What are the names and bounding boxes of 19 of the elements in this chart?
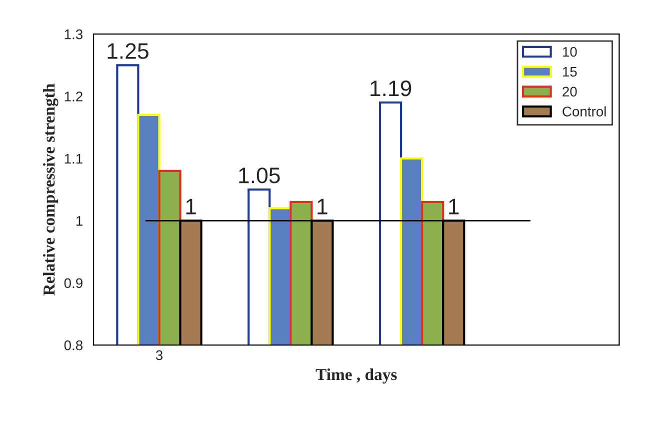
data-label: 1.05: [239, 168, 280, 184]
data-label: 1.25: [108, 43, 148, 59]
data-label: 1: [318, 198, 328, 214]
legend-label: Control: [562, 106, 606, 116]
data-label: 1: [186, 198, 196, 214]
x-axis-title: Time , days: [316, 368, 397, 384]
y-tick-label: 1.3: [64, 29, 82, 40]
legend-label: 20: [562, 86, 577, 97]
legend-label: 15: [562, 66, 577, 77]
legend-label: 10: [562, 46, 577, 57]
y-tick-label: 0.9: [64, 278, 82, 288]
y-tick-label: 1.1: [64, 154, 82, 164]
data-label: 1: [449, 198, 459, 214]
y-tick-label: 0.8: [64, 340, 83, 350]
y-tick-label: 1.2: [64, 92, 82, 102]
y-axis-title: Relative compressive strength: [43, 84, 58, 296]
x-tick-label: 3: [156, 350, 162, 360]
data-label: 1.19: [370, 80, 412, 96]
y-tick-label: 1: [76, 216, 82, 226]
